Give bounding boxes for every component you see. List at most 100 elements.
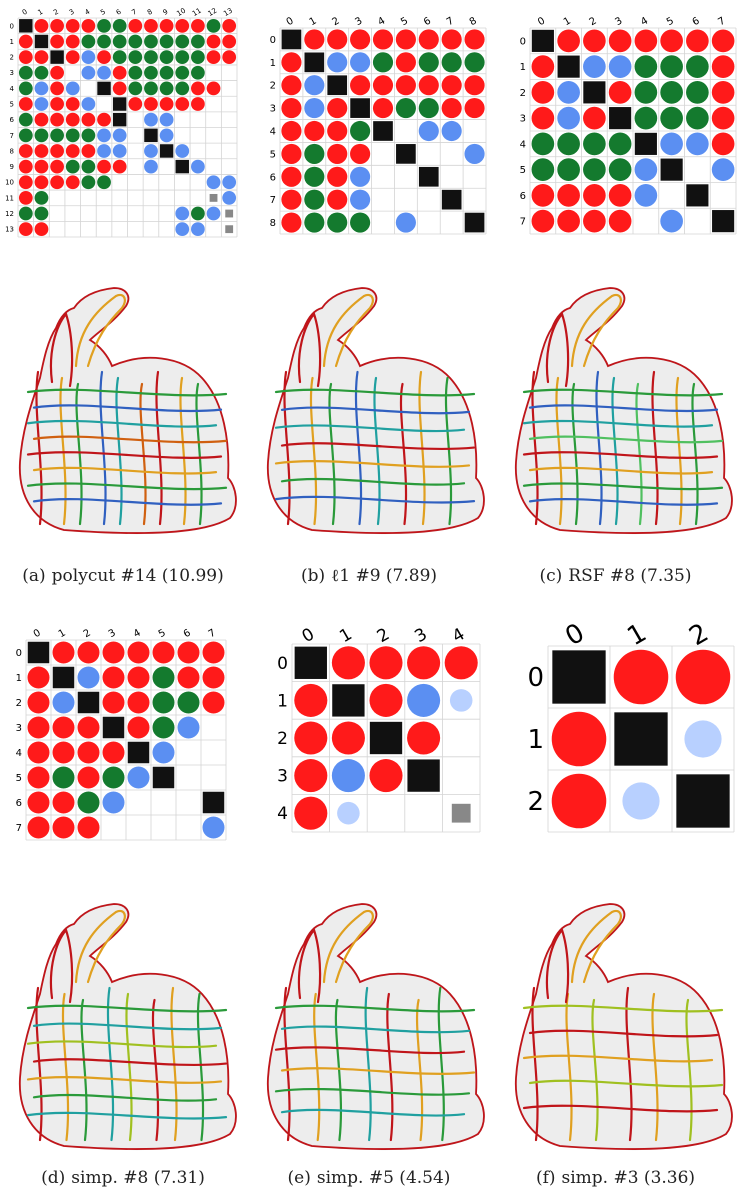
matrix-row-label: 4 xyxy=(270,127,276,138)
matrix-cell-circle xyxy=(608,29,632,53)
matrix-cell-circle xyxy=(281,120,302,142)
caption-d-label: (d) xyxy=(41,1168,66,1188)
matrix-col-label: 0 xyxy=(285,15,296,28)
matrix-cell-circle xyxy=(331,759,365,793)
bunny-curve-horizontal xyxy=(32,497,223,506)
matrix-cell-circle xyxy=(634,158,658,181)
matrix-cell-circle xyxy=(350,75,371,96)
matrix-cell-circle xyxy=(441,75,462,96)
matrix-cell-circle xyxy=(464,29,485,50)
bunny-curve-group xyxy=(515,903,733,1150)
matrix-cell-circle xyxy=(551,773,607,829)
matrix-cell-circle xyxy=(281,212,302,233)
matrix-cell-circle xyxy=(81,175,96,190)
matrix-cell-circle xyxy=(206,175,221,190)
bunny-curve-horizontal xyxy=(32,1093,218,1102)
matrix-cell-circle xyxy=(206,206,221,221)
bunny-curve-vertical xyxy=(444,376,453,526)
matrix-cell-circle xyxy=(81,18,96,33)
bunny-curve-vertical xyxy=(531,986,539,1142)
matrix-col-label: 4 xyxy=(376,15,387,28)
matrix-cell-circle xyxy=(18,34,33,49)
matrix-cell-circle xyxy=(65,144,80,158)
matrix-cell-circle xyxy=(583,55,606,78)
caption-f-text: simp. #3 (3.36) xyxy=(561,1168,696,1188)
matrix-col-label: 5 xyxy=(399,15,410,28)
matrix-cell-circle xyxy=(660,132,683,156)
matrix-cell-circle xyxy=(634,184,658,207)
bunny-curve-group xyxy=(19,903,237,1150)
bunny-ear-curve xyxy=(297,311,322,388)
bunny-curve-group xyxy=(267,287,485,534)
bunny-curve-horizontal xyxy=(528,1029,719,1038)
matrix-cell-circle xyxy=(369,759,403,793)
matrix-col-label: 0 xyxy=(21,8,29,17)
bunny-ear-curve xyxy=(74,909,126,984)
matrix-row-label: 1 xyxy=(270,58,276,69)
matrix-cell-circle xyxy=(608,132,632,156)
matrix-col-label: 1 xyxy=(57,627,68,640)
matrix-cell-circle xyxy=(418,29,439,50)
matrix-diagonal-square xyxy=(712,210,735,233)
bunny-curve-vertical xyxy=(565,992,573,1142)
matrix-cell-circle xyxy=(304,143,325,164)
matrix-cell-circle xyxy=(65,34,80,49)
matrix-cell-circle xyxy=(18,191,33,205)
matrix-cell-circle xyxy=(327,52,348,73)
matrix-cell-circle xyxy=(102,691,125,714)
matrix-cell-circle xyxy=(159,112,174,127)
matrix-cell-circle xyxy=(304,212,325,233)
matrix-cell-circle xyxy=(97,175,111,190)
bunny-curve-horizontal xyxy=(522,1104,719,1113)
matrix-cell-circle xyxy=(144,50,158,64)
matrix-cell-circle xyxy=(27,666,50,689)
matrix-col-label: 1 xyxy=(308,15,319,28)
matrix-cell-circle xyxy=(634,106,658,130)
matrix-cell-circle xyxy=(191,34,205,49)
caption-d: (d) simp. #8 (7.31) xyxy=(0,1168,246,1188)
matrix-cell-circle xyxy=(34,18,49,33)
caption-b-label: (b) xyxy=(300,566,326,586)
matrix-cell-circle xyxy=(294,796,328,830)
matrix-cell-circle xyxy=(144,18,158,33)
bunny-outline-curve xyxy=(515,287,733,534)
bunny-curve-vertical xyxy=(591,998,599,1142)
bunny-curve-vertical xyxy=(334,998,343,1142)
caption-c-text: RSF #8 (7.35) xyxy=(568,566,692,586)
matrix-row-label: 0 xyxy=(277,654,288,674)
caption-e-label: (e) xyxy=(287,1168,311,1188)
matrix-panel-d: 00 1 1 2 2 3 3 4 4 5 5 6 6 7 7 xyxy=(16,627,227,841)
matrix-cell-circle xyxy=(175,81,190,96)
matrix-cell-circle xyxy=(608,158,632,181)
bunny-curve-vertical xyxy=(354,370,363,526)
bunny-curve-horizontal xyxy=(522,451,719,459)
bunny-curve-vertical xyxy=(328,382,336,526)
bunny-curve-vertical xyxy=(313,992,321,1142)
matrix-row-label: 1 xyxy=(16,673,22,684)
matrix-col-label: 3 xyxy=(68,8,76,17)
matrix-cell-circle xyxy=(27,716,50,739)
matrix-cell-circle xyxy=(327,189,348,210)
matrix-diagonal-square xyxy=(112,97,127,111)
matrix-diagonal-square xyxy=(557,55,580,78)
matrix-cell-circle xyxy=(202,666,225,689)
matrix-cell-circle xyxy=(144,112,158,127)
matrix-row-label: 7 xyxy=(16,823,22,834)
matrix-cell-circle xyxy=(50,112,64,127)
matrix-col-label: 13 xyxy=(222,7,234,18)
matrix-cell-circle xyxy=(65,159,80,174)
bunny-silhouette xyxy=(514,902,733,1151)
matrix-col-label: 0 xyxy=(32,627,43,640)
matrix-cell-circle xyxy=(557,29,580,53)
matrix-cell-circle xyxy=(294,721,328,755)
bunny-ear-curve xyxy=(74,293,126,368)
matrix-row-label: 0 xyxy=(520,36,526,47)
matrix-cell-circle xyxy=(634,81,658,104)
bunny-curve-horizontal xyxy=(528,466,714,475)
matrix-cell-circle xyxy=(407,683,441,717)
matrix-cell-circle xyxy=(127,641,150,664)
bunny-curve-vertical xyxy=(595,370,603,526)
matrix-cell-circle xyxy=(112,34,127,49)
matrix-row-label: 0 xyxy=(527,663,544,693)
